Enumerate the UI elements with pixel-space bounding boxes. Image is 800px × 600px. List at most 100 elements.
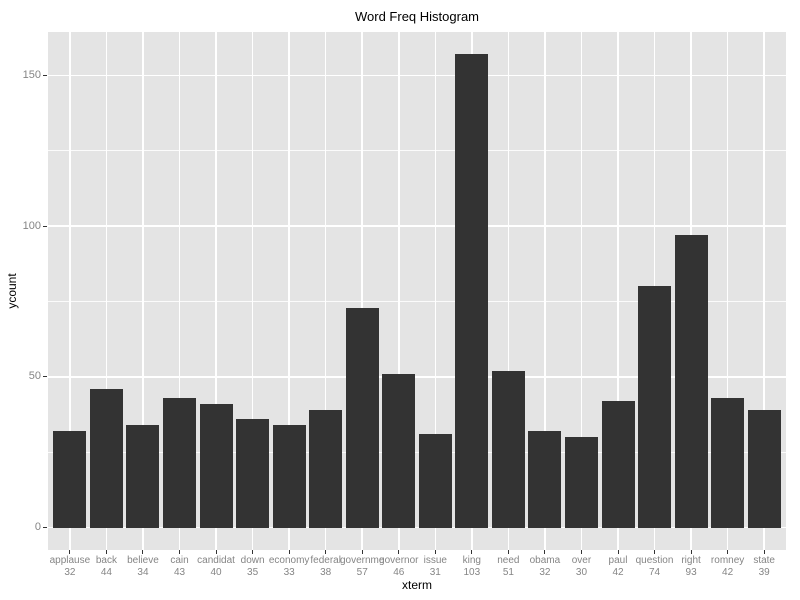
gridline-vertical-state: [763, 32, 765, 550]
x-tick-label-count-governor: 46: [393, 567, 405, 578]
x-tick-label-count-applause: 32: [64, 567, 76, 578]
x-axis-title: xterm: [402, 578, 432, 592]
x-tick-mark-issue: [434, 550, 436, 554]
gridline-vertical-back: [105, 32, 108, 550]
gridline-major-150: [48, 74, 786, 77]
x-tick-label-issue: issue 31: [403, 555, 467, 579]
gridline-vertical-candidat: [215, 32, 217, 550]
y-axis-title: ycount: [5, 273, 19, 309]
gridline-major-0: [48, 526, 786, 529]
bar-issue: [418, 434, 452, 528]
x-tick-label-term-believe: believe: [127, 555, 159, 566]
x-tick-label-count-paul: 42: [612, 567, 624, 578]
x-tick-label-applause: applause 32: [38, 555, 102, 579]
x-tick-mark-paul: [617, 550, 619, 554]
x-tick-label-term-economy: economy: [268, 555, 310, 566]
x-tick-label-count-cain: 43: [173, 567, 186, 578]
x-tick-mark-applause: [69, 550, 71, 554]
x-tick-label-term-need: need: [497, 555, 520, 566]
x-tick-mark-state: [763, 550, 765, 554]
bar-candidat: [199, 403, 233, 528]
gridline-vertical-obama: [544, 32, 546, 550]
x-tick-label-term-governor: governor: [379, 555, 419, 566]
x-tick-mark-federal: [325, 550, 327, 554]
x-tick-label-paul: paul 42: [586, 555, 650, 579]
gridline-vertical-governor: [398, 32, 400, 550]
bar-right: [674, 235, 708, 528]
bar-applause: [53, 431, 87, 528]
bar-believe: [126, 425, 160, 528]
y-tick-mark-0: [43, 527, 47, 528]
y-tick-mark-50: [43, 376, 47, 378]
x-tick-label-term-applause: applause: [49, 555, 91, 566]
bar-governme: [345, 307, 379, 528]
x-tick-label-count-state: 39: [758, 567, 770, 578]
bar-federal: [309, 409, 343, 528]
x-tick-label-count-back: 44: [100, 567, 112, 578]
x-tick-label-candidat: candidat 40: [184, 555, 248, 579]
x-tick-mark-governor: [398, 550, 400, 554]
x-tick-label-count-governme: 57: [356, 567, 368, 578]
bar-need: [491, 370, 525, 528]
x-tick-label-count-federal: 38: [320, 567, 332, 578]
gridline-vertical-issue: [434, 32, 437, 550]
x-tick-label-obama: obama 32: [513, 555, 577, 579]
gridline-vertical-romney: [726, 32, 729, 550]
x-tick-mark-king: [471, 550, 473, 554]
x-tick-label-cain: cain 43: [148, 555, 212, 579]
x-tick-label-term-question: question: [635, 555, 674, 566]
gridline-vertical-paul: [617, 32, 619, 550]
gridline-vertical-need: [507, 32, 510, 550]
x-tick-mark-economy: [288, 550, 290, 554]
x-tick-label-count-believe: 34: [137, 567, 149, 578]
x-tick-label-term-back: back: [95, 555, 117, 566]
y-tick-label-50: 50: [28, 370, 41, 383]
x-tick-label-need: need 51: [476, 555, 540, 579]
gridline-vertical-applause: [69, 32, 71, 550]
x-tick-label-count-king: 103: [463, 567, 481, 578]
x-tick-mark-believe: [142, 550, 144, 554]
gridline-major-50: [48, 376, 786, 378]
x-tick-mark-governme: [361, 550, 363, 554]
gridline-vertical-over: [580, 32, 583, 550]
x-tick-mark-question: [654, 550, 656, 554]
x-tick-label-romney: romney 42: [696, 555, 760, 579]
x-tick-label-down: down 35: [221, 555, 285, 579]
bar-king: [455, 54, 489, 528]
x-tick-label-term-romney: romney: [710, 555, 745, 566]
x-tick-mark-back: [105, 550, 107, 554]
x-tick-label-king: king 103: [440, 555, 504, 579]
gridline-minor-25: [48, 451, 786, 453]
x-tick-label-term-right: right: [681, 555, 701, 566]
bar-cain: [163, 397, 197, 528]
x-tick-mark-over: [580, 550, 582, 554]
gridline-vertical-cain: [178, 32, 181, 550]
bar-state: [747, 409, 781, 528]
bar-question: [638, 286, 672, 528]
x-tick-label-back: back 44: [74, 555, 138, 579]
gridline-major-100: [48, 225, 786, 227]
x-tick-label-term-cain: cain: [170, 555, 189, 566]
x-tick-label-term-issue: issue: [423, 555, 447, 566]
x-tick-mark-need: [507, 550, 509, 554]
x-tick-label-state: state 39: [732, 555, 796, 579]
y-tick-label-150: 150: [22, 69, 41, 81]
x-tick-label-count-romney: 42: [722, 567, 734, 578]
bar-economy: [272, 425, 306, 528]
x-tick-label-question: question 74: [623, 555, 687, 579]
x-tick-label-count-obama: 32: [539, 567, 551, 578]
gridline-minor-75: [48, 301, 786, 302]
x-tick-label-term-over: over: [571, 555, 592, 566]
x-tick-mark-right: [690, 550, 692, 554]
bar-down: [236, 419, 270, 528]
x-tick-label-count-question: 74: [648, 567, 661, 578]
bar-obama: [528, 431, 562, 528]
x-tick-label-term-obama: obama: [529, 555, 561, 566]
x-tick-label-count-need: 51: [502, 567, 514, 578]
x-tick-label-right: right 93: [659, 555, 723, 579]
bar-governor: [382, 373, 416, 528]
x-tick-label-count-down: 35: [247, 567, 259, 578]
x-tick-label-count-issue: 31: [429, 567, 441, 578]
x-tick-mark-candidat: [215, 550, 217, 554]
